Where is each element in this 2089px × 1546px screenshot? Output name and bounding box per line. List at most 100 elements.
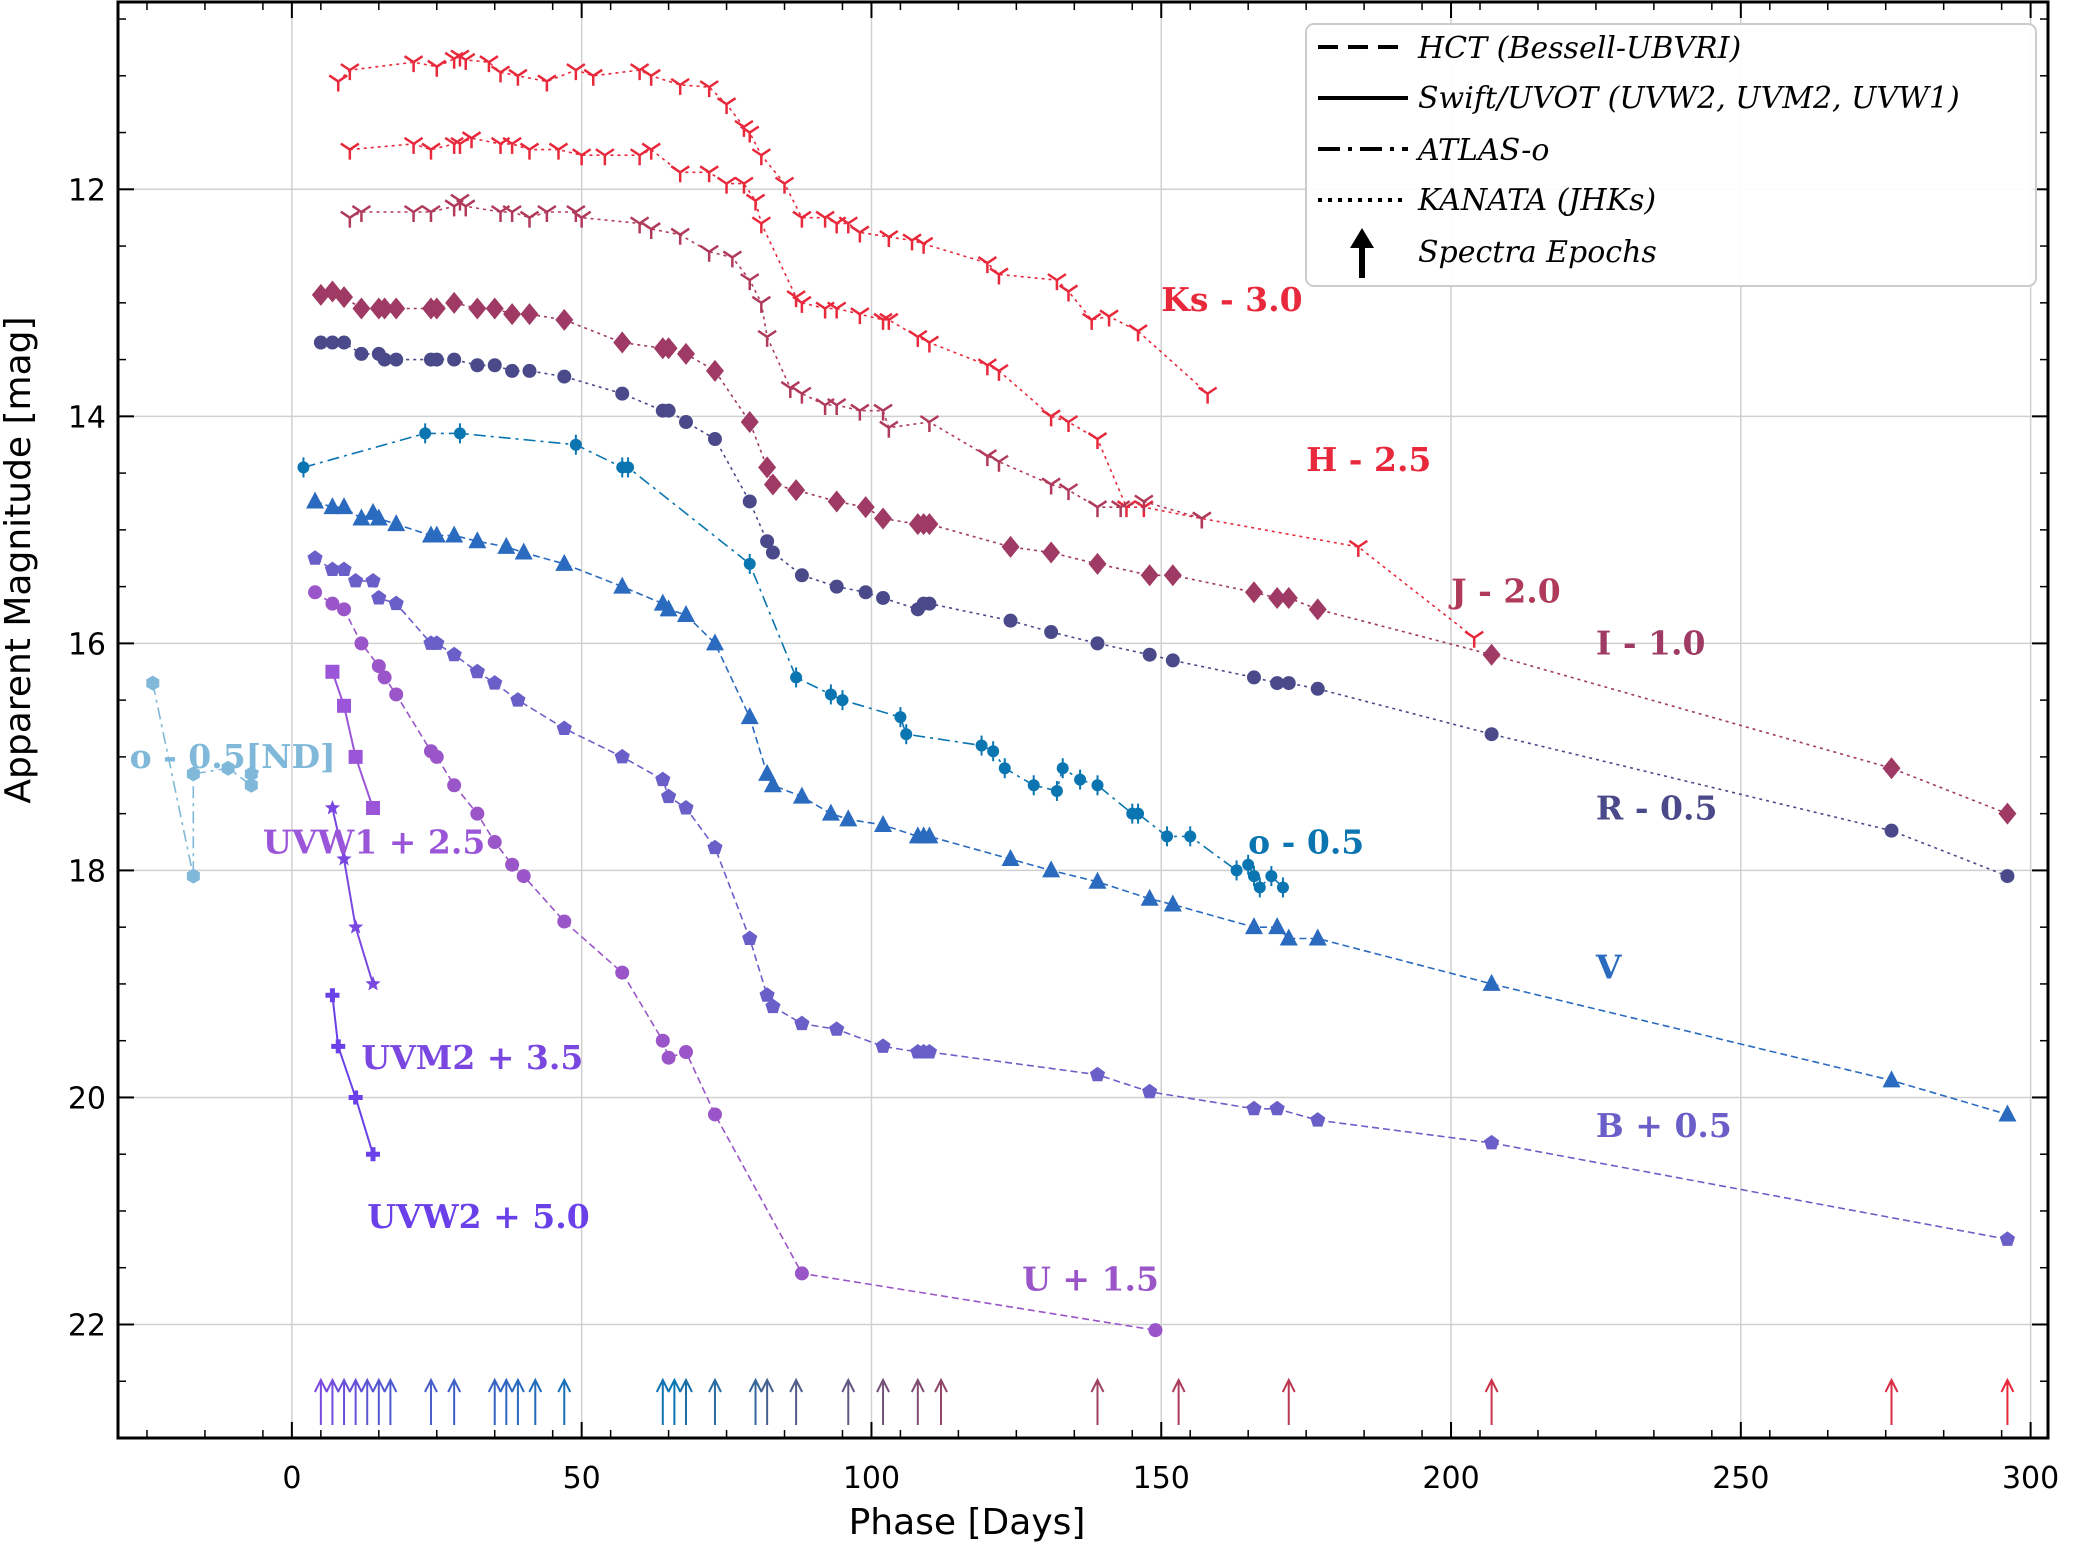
data-point [324, 561, 341, 577]
data-point [1044, 625, 1059, 640]
data-point [699, 80, 719, 98]
data-point [908, 329, 928, 347]
point-marker [1161, 830, 1174, 843]
point-marker [1276, 881, 1289, 894]
series-layer [146, 49, 2017, 1338]
data-point [1246, 670, 1261, 685]
data-point [1192, 511, 1212, 529]
data-point [569, 434, 582, 455]
point-marker [1184, 830, 1197, 843]
point-marker [453, 427, 466, 440]
arrow-head [313, 1377, 328, 1393]
point-marker [894, 711, 907, 724]
spectra-epoch-arrow [487, 1377, 502, 1425]
data-point [387, 514, 406, 532]
arrow-head [934, 1377, 948, 1393]
data-point [1003, 613, 1018, 628]
spectra-epoch-arrow [371, 1377, 386, 1425]
data-point [615, 386, 630, 401]
data-point [858, 585, 873, 600]
data-point [1027, 775, 1040, 796]
data-point [879, 229, 899, 247]
data-point [1132, 803, 1145, 824]
spectra-epoch-arrow [424, 1377, 438, 1425]
data-point [335, 286, 354, 309]
series-0 [328, 49, 1218, 404]
data-point [375, 297, 394, 320]
data-point [354, 636, 369, 651]
data-point [1308, 928, 1327, 946]
plot-frame [116, 0, 2050, 1440]
point-marker [998, 762, 1011, 775]
series-label: o - 0.5[ND] [130, 737, 336, 776]
point-marker [1027, 779, 1040, 792]
arrow-head [2000, 1377, 2015, 1393]
data-point [1148, 1323, 1163, 1338]
data-point [1197, 386, 1218, 404]
data-point [1058, 284, 1079, 302]
data-point [1081, 312, 1102, 330]
data-point [763, 473, 782, 496]
data-point [922, 596, 937, 611]
data-point [377, 670, 392, 685]
data-point [387, 297, 406, 320]
series-label: UVM2 + 3.5 [361, 1038, 583, 1077]
point-marker [1074, 773, 1087, 786]
data-point [856, 496, 875, 519]
data-point [427, 59, 447, 77]
data-point [760, 534, 775, 549]
data-point [421, 204, 441, 223]
data-point [1882, 757, 1901, 780]
data-point [1244, 581, 1263, 604]
data-point [336, 561, 352, 577]
series-12 [325, 988, 381, 1162]
data-point [461, 131, 482, 149]
data-point [571, 210, 592, 228]
data-point [1163, 894, 1182, 912]
data-point [1268, 586, 1287, 609]
data-point [740, 273, 760, 291]
series-line [152, 682, 253, 877]
data-point [758, 763, 777, 781]
data-point [1482, 643, 1501, 666]
data-point [879, 312, 899, 330]
data-point [325, 335, 340, 350]
x-tick-label: 300 [2002, 1461, 2059, 1496]
spectra-epoch-arrow [708, 1377, 722, 1425]
arrow-head [511, 1377, 525, 1393]
x-tick-label: 100 [843, 1461, 900, 1496]
series-10 [325, 664, 381, 815]
data-point [913, 236, 934, 254]
data-point [244, 766, 258, 782]
data-point [815, 210, 835, 228]
data-point [468, 297, 487, 320]
spectra-epoch-arrows [313, 1377, 2015, 1425]
data-point [765, 545, 780, 560]
spectra-epoch-arrow [934, 1377, 948, 1425]
data-point [307, 550, 323, 565]
data-point [365, 572, 381, 588]
series-line [320, 341, 2008, 877]
data-point [919, 335, 940, 353]
legend-label-spectra: Spectra Epochs [1418, 235, 1657, 270]
data-point [1128, 324, 1148, 342]
point-marker [419, 427, 432, 440]
data-point [787, 479, 806, 502]
data-point [1884, 823, 1899, 838]
data-point [516, 869, 531, 884]
data-point [479, 55, 499, 73]
data-point [1140, 888, 1159, 906]
spectra-epoch-arrow [348, 1377, 363, 1425]
series-label: UVW2 + 5.0 [367, 1197, 589, 1236]
data-point [977, 256, 998, 274]
data-point [894, 707, 907, 728]
data-point [613, 331, 632, 354]
data-point [221, 760, 235, 776]
point-marker [1242, 858, 1255, 871]
arrow-head [383, 1377, 398, 1393]
data-point [815, 397, 835, 415]
series-line [320, 290, 2008, 815]
data-point [921, 1044, 938, 1059]
data-point [745, 193, 766, 211]
data-point [445, 291, 464, 314]
